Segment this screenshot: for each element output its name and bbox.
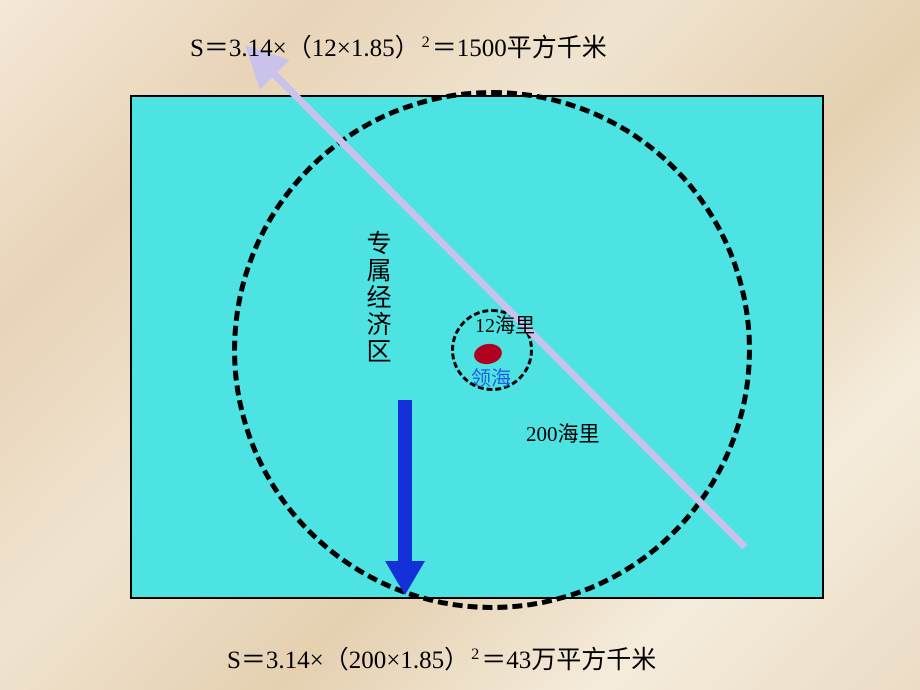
formula-bottom-exp: 2 bbox=[471, 645, 479, 663]
formula-top-prefix: S＝3.14×（12×1.85） bbox=[190, 35, 420, 62]
label-200nm: 200海里 bbox=[526, 418, 600, 448]
formula-bottom-prefix: S＝3.14×（200×1.85） bbox=[227, 647, 469, 674]
formula-top-exp: 2 bbox=[422, 33, 430, 51]
formula-bottom: S＝3.14×（200×1.85）2＝43万平方千米 bbox=[227, 640, 656, 676]
label-12nm: 12海里 bbox=[475, 309, 535, 338]
eez-label: 专属经济区 bbox=[358, 230, 394, 365]
diagram-stage: S＝3.14×（12×1.85）2＝1500平方千米 S＝3.14×（200×1… bbox=[0, 0, 920, 690]
formula-bottom-suffix: ＝43万平方千米 bbox=[481, 647, 656, 674]
label-territorial-sea: 领海 bbox=[471, 362, 511, 391]
formula-top-suffix: ＝1500平方千米 bbox=[432, 35, 607, 62]
formula-top: S＝3.14×（12×1.85）2＝1500平方千米 bbox=[190, 28, 607, 64]
